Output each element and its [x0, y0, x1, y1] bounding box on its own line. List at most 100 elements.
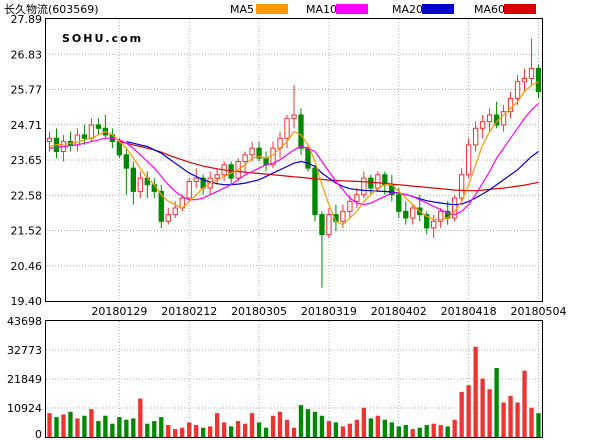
ma60-line: [119, 141, 539, 192]
candle-body: [465, 144, 472, 176]
volume-bar: [361, 407, 367, 437]
volume-bar: [194, 425, 199, 437]
volume-bar: [68, 411, 73, 437]
volume-bar: [152, 421, 157, 437]
candle-body: [528, 67, 535, 79]
legend-swatch-ma60: [504, 4, 536, 14]
candlestick-series: [46, 38, 542, 288]
volume-bar: [508, 395, 513, 437]
volume-bar: [305, 409, 311, 437]
candle-body: [172, 207, 178, 216]
ma20-line: [126, 141, 539, 206]
volume-bar: [270, 415, 276, 437]
volume-bar: [312, 411, 318, 437]
candle-body: [403, 210, 409, 219]
volume-bar: [291, 427, 297, 437]
legend-label-ma60: MA60: [474, 3, 505, 16]
volume-bar: [256, 422, 262, 437]
volume-bar: [131, 418, 136, 437]
legend-swatch-ma20: [422, 4, 454, 14]
volume-bar: [180, 427, 185, 437]
candle-body: [88, 124, 95, 139]
legend-label-ma10: MA10: [306, 3, 337, 16]
candle-body: [165, 214, 171, 222]
volume-bar: [208, 426, 213, 437]
volume-bar: [326, 421, 332, 437]
volume-bar: [319, 415, 325, 437]
volume-bar: [187, 422, 192, 437]
volume-bar: [263, 427, 269, 437]
volume-bar: [466, 385, 471, 437]
volume-bar: [159, 417, 164, 437]
volume-bar: [347, 423, 353, 437]
date-tick-label: 20180418: [441, 305, 497, 318]
date-tick-label: 20180305: [231, 305, 287, 318]
volume-bar: [173, 429, 178, 437]
candle-body: [340, 210, 346, 222]
price-y-tick-label: 20.46: [11, 260, 43, 273]
legend-swatch-ma10: [336, 4, 368, 14]
candle-body: [123, 154, 130, 169]
volume-bar: [47, 413, 52, 437]
date-tick-label: 20180129: [91, 305, 147, 318]
candle-body: [354, 194, 360, 202]
candle-body: [431, 220, 437, 229]
volume-bar: [529, 407, 534, 437]
volume-bar: [235, 421, 241, 437]
candle-body: [521, 77, 528, 83]
candle-body: [326, 214, 332, 236]
volume-bar: [340, 426, 346, 437]
volume-bar: [375, 415, 380, 437]
volume-bar: [138, 398, 143, 437]
volume-bar: [480, 378, 485, 437]
candle-body: [74, 134, 81, 146]
price-y-tick-label: 24.71: [11, 119, 43, 132]
candle-body: [438, 210, 444, 222]
candle-body: [500, 111, 507, 126]
volume-bar: [228, 426, 234, 437]
candle-body: [375, 174, 381, 189]
candle-body: [46, 137, 53, 143]
candle-body: [214, 174, 220, 179]
volume-bar: [382, 419, 387, 437]
volume-bar: [536, 413, 541, 437]
candle-body: [284, 117, 290, 139]
volume-bar: [54, 417, 59, 437]
volume-bar: [298, 405, 304, 437]
candle-body: [507, 97, 514, 113]
price-panel-frame: [45, 18, 543, 302]
volume-bar: [494, 367, 499, 437]
price-y-axis: 27.89 26.83 25.77 24.71 23.65 22.58 21.52 20.46…: [11, 13, 43, 308]
candle-body: [186, 180, 192, 199]
ma-legend: MA5 MA10 MA20 MA60: [230, 3, 536, 16]
date-tick-label: 20180504: [511, 305, 567, 318]
volume-bar: [515, 402, 520, 437]
volume-bar: [103, 415, 108, 437]
date-tick-label: 20180319: [301, 305, 357, 318]
volume-bar: [89, 409, 94, 437]
volume-bar: [110, 423, 115, 437]
candle-body: [305, 147, 311, 169]
legend-swatch-ma5: [256, 4, 288, 14]
volume-bar: [117, 417, 122, 437]
volume-bar: [124, 419, 129, 437]
volume-bar: [75, 418, 80, 437]
volume-bar: [452, 419, 457, 437]
candle-body: [249, 147, 255, 156]
volume-bar: [403, 425, 408, 437]
price-y-tick-label: 27.89: [11, 13, 43, 26]
candle-body: [158, 190, 164, 222]
volume-bar: [438, 425, 443, 437]
candle-body: [242, 154, 248, 162]
volume-bar: [214, 413, 220, 437]
volume-bar: [277, 411, 283, 437]
volume-bar: [487, 389, 492, 437]
volume-bar: [145, 423, 150, 437]
volume-y-tick-label: 43698: [7, 315, 42, 328]
volume-bar: [445, 426, 450, 437]
volume-bar: [166, 425, 171, 437]
volume-bar: [424, 425, 429, 437]
volume-bars: [47, 346, 541, 437]
volume-bar: [61, 414, 66, 437]
candle-body: [514, 81, 521, 99]
